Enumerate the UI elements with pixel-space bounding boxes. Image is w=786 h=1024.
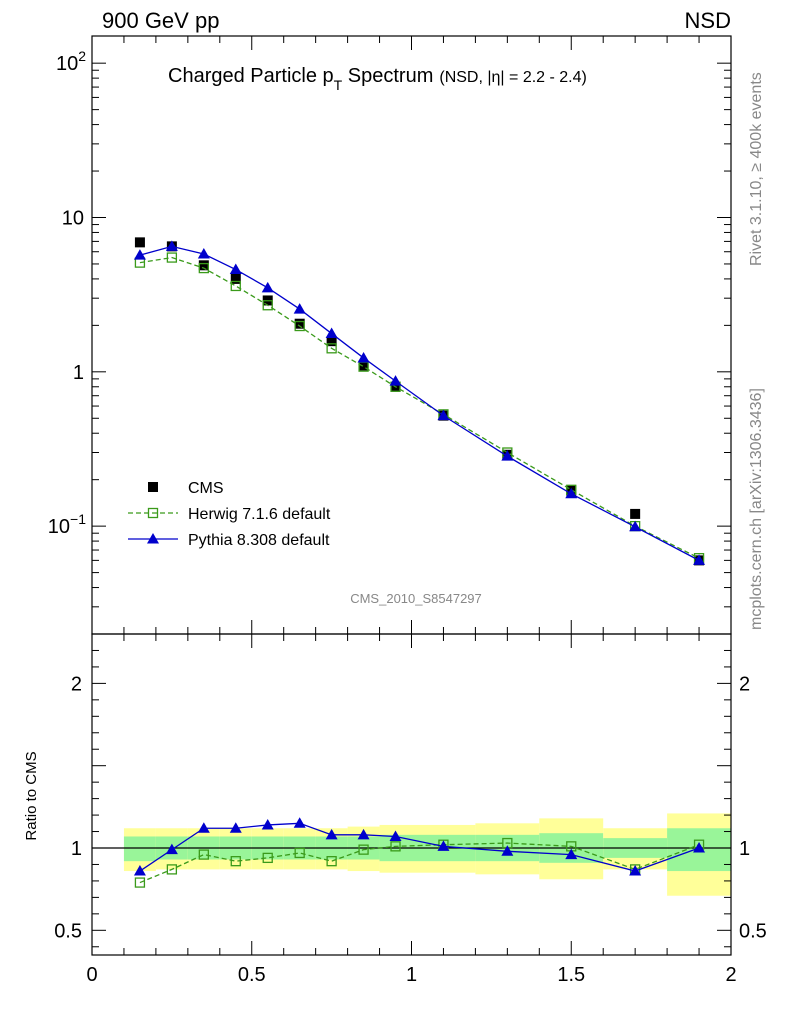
data-point-1-2: [198, 262, 209, 274]
ratio-point-1-9: [437, 840, 450, 851]
header-right: NSD: [685, 8, 731, 33]
chart-title: Charged Particle pT Spectrum (NSD, |η| = …: [168, 65, 587, 93]
data-point-0-2: [198, 260, 209, 271]
ratio-point-0-6: [326, 856, 337, 867]
data-point-1-6: [326, 343, 337, 354]
mcplots-label: mcplots.cern.ch [arXiv:1306.3436]: [748, 388, 765, 630]
ratio-frame: [91, 633, 732, 956]
ratio-point-0-8: [390, 841, 401, 852]
ratio-point-1-0: [133, 865, 146, 876]
legend-label-1: Herwig 7.1.6 default: [188, 506, 331, 523]
legend-marker-2: [147, 533, 159, 544]
data-point-0-0: [134, 237, 145, 248]
ratio-point-1-8: [389, 830, 402, 841]
ratio-point-1-1: [165, 843, 178, 855]
y-tick-label-0: 102: [56, 48, 86, 75]
data-point-1-5: [294, 320, 305, 332]
ratio-y-label-right-2: 2: [739, 673, 750, 695]
legend-marker-0: [148, 482, 158, 492]
uncertainty-bands: [92, 813, 731, 896]
legend: CMS Herwig 7.1.6 default Pythia 8.308 defa…: [128, 480, 331, 549]
data-point-0-3: [230, 273, 241, 284]
legend-label-2: Pythia 8.308 default: [188, 532, 330, 549]
ratio-point-1-5: [293, 817, 306, 828]
ratio-point-1-13: [693, 842, 706, 853]
ratio-point-0-1: [166, 864, 178, 875]
ratio-point-1-3: [229, 822, 242, 833]
y-tick-label-2: 1: [73, 362, 84, 384]
ratio-point-1-10: [501, 845, 514, 856]
data-point-1-3: [230, 280, 241, 292]
legend-label-0: CMS: [188, 480, 224, 497]
x-tick-label-4: 2: [725, 964, 736, 986]
data-point-0-5: [294, 318, 305, 329]
ratio-series-layer: [133, 817, 706, 888]
series-line-1: [139, 256, 700, 559]
series-line-2: [139, 245, 700, 561]
ratio-axes: 0.5 0.51 12 20 0.5 1 1.5 2: [54, 633, 767, 986]
data-point-2-10: [501, 450, 514, 461]
data-point-2-3: [229, 263, 242, 275]
band-inner-0: [123, 836, 156, 862]
ratio-line-1: [139, 822, 700, 872]
data-point-2-4: [261, 281, 274, 293]
ratio-point-0-4: [262, 852, 273, 864]
rivet-label: Rivet 3.1.10, ≥ 400k events: [748, 72, 765, 266]
y-tick-label-3: 10−1: [48, 511, 86, 538]
data-point-2-11: [565, 487, 578, 499]
data-point-2-6: [325, 327, 338, 339]
header-left: 900 GeV pp: [102, 8, 219, 33]
ratio-y-label-right-0: 0.5: [739, 920, 767, 942]
ratio-point-0-7: [358, 844, 369, 855]
ratio-point-1-7: [357, 828, 370, 840]
top-series-layer: [133, 237, 706, 566]
x-tick-label-1: 0.5: [238, 964, 266, 986]
data-point-1-1: [166, 252, 178, 263]
data-point-0-7: [358, 360, 369, 371]
data-point-2-13: [693, 554, 706, 565]
analysis-id: CMS_2010_S8547297: [350, 591, 482, 606]
ratio-point-0-0: [134, 877, 146, 888]
x-tick-label-2: 1: [406, 964, 417, 986]
ratio-point-1-11: [565, 848, 578, 860]
data-point-2-0: [133, 249, 146, 260]
ratio-point-0-2: [198, 849, 209, 860]
ratio-point-1-4: [261, 818, 274, 830]
top-axes: 102 10 1 10−1: [48, 35, 732, 635]
ratio-y-label-left-1: 1: [71, 838, 82, 860]
y-tick-label-1: 10: [62, 207, 84, 229]
data-point-2-5: [293, 303, 306, 314]
legend-marker-1: [147, 507, 159, 519]
ratio-line-0: [139, 842, 700, 884]
data-point-0-6: [326, 336, 337, 347]
x-tick-label-0: 0: [86, 964, 97, 986]
data-point-2-1: [165, 240, 178, 251]
ratio-y-label-left-0: 0.5: [54, 920, 82, 942]
ratio-point-0-3: [230, 856, 241, 867]
data-point-2-2: [197, 248, 210, 259]
ratio-point-1-12: [629, 865, 642, 876]
x-tick-label-3: 1.5: [557, 964, 585, 986]
ratio-y-label-left-2: 2: [71, 673, 82, 695]
ratio-point-0-5: [294, 847, 305, 859]
ratio-y-label-right-1: 1: [739, 838, 750, 860]
data-point-2-7: [357, 351, 370, 363]
ratio-y-axis-label: Ratio to CMS: [23, 751, 40, 840]
data-point-1-4: [262, 300, 273, 311]
ratio-point-1-2: [197, 822, 210, 833]
data-point-0-12: [630, 508, 641, 519]
data-point-2-8: [389, 375, 402, 386]
ratio-point-1-6: [325, 828, 338, 840]
data-point-2-9: [437, 409, 450, 421]
data-point-2-12: [629, 520, 642, 532]
